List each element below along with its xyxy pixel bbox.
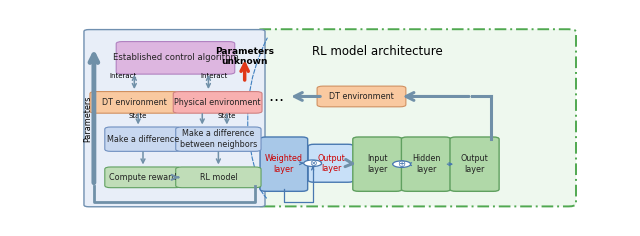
- Text: Output
layer: Output layer: [461, 154, 488, 174]
- Text: Compute reward: Compute reward: [109, 173, 177, 182]
- Text: Hidden
layer: Hidden layer: [412, 154, 440, 174]
- Text: DT environment: DT environment: [329, 92, 394, 101]
- Text: RL model architecture: RL model architecture: [312, 46, 443, 59]
- Circle shape: [393, 161, 411, 167]
- Text: Input
layer: Input layer: [367, 154, 388, 174]
- FancyBboxPatch shape: [353, 137, 402, 191]
- Text: …: …: [268, 89, 284, 104]
- FancyBboxPatch shape: [176, 167, 261, 188]
- Text: ⊗: ⊗: [309, 159, 316, 168]
- Text: RL model: RL model: [200, 173, 237, 182]
- FancyBboxPatch shape: [84, 30, 265, 207]
- FancyBboxPatch shape: [105, 167, 181, 188]
- FancyBboxPatch shape: [90, 92, 179, 113]
- FancyBboxPatch shape: [317, 86, 406, 107]
- FancyBboxPatch shape: [176, 127, 261, 151]
- Text: Make a difference: Make a difference: [107, 135, 179, 144]
- FancyBboxPatch shape: [401, 137, 451, 191]
- FancyBboxPatch shape: [308, 144, 354, 182]
- FancyBboxPatch shape: [256, 29, 576, 206]
- FancyBboxPatch shape: [450, 137, 499, 191]
- FancyBboxPatch shape: [116, 42, 235, 74]
- Text: Established control algorithm: Established control algorithm: [113, 53, 238, 62]
- Text: Output
layer: Output layer: [317, 154, 345, 173]
- Text: Parameters
unknown: Parameters unknown: [215, 47, 274, 66]
- Text: Interact: Interact: [110, 73, 137, 79]
- FancyBboxPatch shape: [173, 92, 262, 113]
- Circle shape: [304, 160, 321, 167]
- Text: State: State: [129, 113, 147, 119]
- FancyBboxPatch shape: [105, 127, 181, 151]
- Text: Make a difference
between neighbors: Make a difference between neighbors: [180, 130, 257, 149]
- Text: ⊕: ⊕: [397, 159, 406, 169]
- Text: Weighted
layer: Weighted layer: [265, 154, 303, 174]
- Text: State: State: [218, 113, 236, 119]
- FancyBboxPatch shape: [260, 137, 308, 191]
- Text: Parameters: Parameters: [83, 96, 92, 142]
- Text: DT environment: DT environment: [102, 98, 166, 107]
- Text: Physical environment: Physical environment: [174, 98, 261, 107]
- Text: Interact: Interact: [201, 73, 228, 79]
